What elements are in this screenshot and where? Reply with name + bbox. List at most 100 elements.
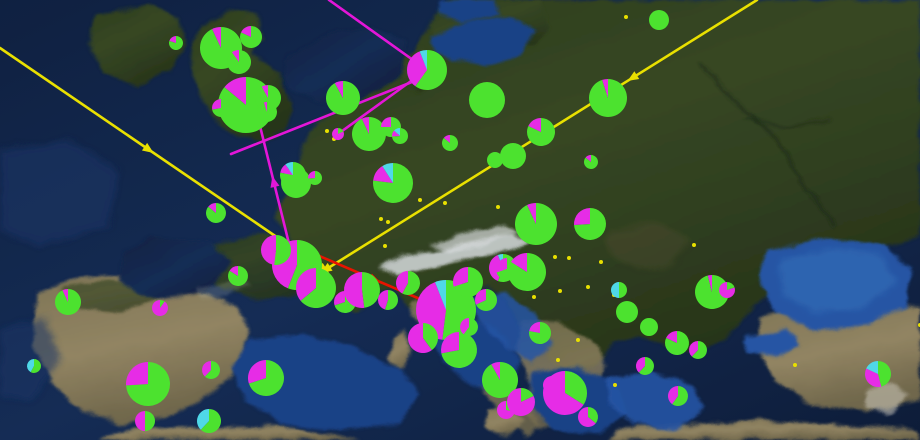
- pie-marker[interactable]: [640, 318, 658, 336]
- pie-marker[interactable]: [718, 282, 735, 298]
- pie-marker[interactable]: [135, 411, 155, 431]
- small-dot-marker[interactable]: [386, 220, 390, 224]
- pie-slice: [392, 128, 408, 144]
- pie-marker[interactable]: [865, 361, 892, 388]
- pie-marker[interactable]: [573, 208, 606, 240]
- pie-marker[interactable]: [248, 360, 285, 396]
- pie-slice: [441, 332, 477, 368]
- small-dot-marker[interactable]: [553, 255, 557, 259]
- pie-marker[interactable]: [469, 82, 505, 118]
- pie-marker[interactable]: [508, 253, 546, 291]
- pie-marker[interactable]: [378, 290, 399, 311]
- small-dot-marker[interactable]: [558, 289, 562, 293]
- small-dot-marker[interactable]: [325, 129, 329, 133]
- pie-marker[interactable]: [343, 272, 380, 308]
- pie-marker[interactable]: [206, 203, 227, 223]
- pie-slice: [688, 341, 698, 357]
- pie-marker[interactable]: [261, 235, 292, 266]
- pie-marker[interactable]: [55, 289, 82, 315]
- small-dot-marker[interactable]: [379, 217, 383, 221]
- pie-slice: [866, 361, 878, 374]
- pie-marker[interactable]: [280, 162, 306, 188]
- pie-marker[interactable]: [695, 275, 729, 309]
- pie-marker[interactable]: [482, 362, 518, 398]
- pie-marker[interactable]: [352, 117, 386, 151]
- pie-marker[interactable]: [453, 267, 484, 298]
- small-dot-marker[interactable]: [793, 363, 797, 367]
- small-dot-marker[interactable]: [532, 295, 536, 299]
- pie-marker[interactable]: [373, 163, 414, 203]
- small-dot-marker[interactable]: [496, 205, 500, 209]
- pie-slice: [384, 290, 399, 311]
- pie-marker[interactable]: [126, 362, 171, 406]
- pie-marker[interactable]: [197, 409, 222, 434]
- small-dot-marker[interactable]: [576, 338, 580, 342]
- small-dot-marker[interactable]: [383, 244, 387, 248]
- small-dot-marker[interactable]: [586, 285, 590, 289]
- pie-marker[interactable]: [584, 155, 598, 169]
- pie-slice: [169, 36, 176, 43]
- pie-marker[interactable]: [440, 332, 477, 368]
- pie-slice: [672, 386, 688, 406]
- pie-marker[interactable]: [332, 128, 344, 141]
- pie-marker[interactable]: [152, 300, 168, 316]
- pie-marker[interactable]: [169, 36, 184, 51]
- pie-marker[interactable]: [326, 81, 360, 115]
- pie-marker[interactable]: [211, 99, 230, 117]
- pie-marker[interactable]: [529, 322, 552, 345]
- pie-marker[interactable]: [616, 301, 638, 323]
- pie-marker[interactable]: [459, 318, 478, 336]
- pie-marker[interactable]: [408, 323, 438, 353]
- pie-marker[interactable]: [392, 128, 408, 144]
- pie-slice: [691, 340, 708, 359]
- pie-marker[interactable]: [688, 340, 708, 359]
- small-dot-marker[interactable]: [567, 256, 571, 260]
- pie-marker[interactable]: [527, 118, 555, 146]
- pie-marker[interactable]: [635, 357, 654, 375]
- pie-marker[interactable]: [227, 50, 252, 74]
- pie-marker[interactable]: [256, 102, 277, 123]
- pie-marker[interactable]: [26, 359, 41, 373]
- pie-marker[interactable]: [507, 388, 536, 417]
- pie-marker[interactable]: [442, 135, 459, 151]
- pie-slice: [261, 85, 268, 98]
- pie-marker[interactable]: [396, 271, 421, 296]
- pie-slice: [585, 155, 591, 162]
- pie-marker[interactable]: [201, 361, 220, 379]
- pie-marker[interactable]: [515, 203, 557, 246]
- pie-marker[interactable]: [543, 371, 587, 415]
- pie-marker[interactable]: [308, 171, 323, 186]
- small-dot-marker[interactable]: [556, 358, 560, 362]
- pie-marker[interactable]: [578, 407, 599, 428]
- small-dot-marker[interactable]: [443, 201, 447, 205]
- small-dot-marker[interactable]: [624, 15, 628, 19]
- pie-marker[interactable]: [500, 143, 526, 169]
- pie-marker[interactable]: [665, 331, 689, 355]
- arrowhead-icon: [141, 142, 154, 153]
- pie-slice: [408, 323, 432, 353]
- small-dot-marker[interactable]: [418, 198, 422, 202]
- pie-marker[interactable]: [240, 26, 262, 49]
- pie-marker[interactable]: [611, 282, 627, 298]
- pie-marker[interactable]: [667, 386, 688, 406]
- pie-slice: [640, 318, 658, 336]
- small-dot-marker[interactable]: [599, 260, 603, 264]
- pie-slice: [197, 409, 209, 430]
- pie-marker[interactable]: [487, 152, 503, 168]
- pie-marker[interactable]: [296, 268, 336, 308]
- pie-marker[interactable]: [589, 79, 627, 117]
- pie-markers-group[interactable]: [26, 10, 892, 434]
- flow-arrows-group[interactable]: [0, 0, 759, 323]
- small-dot-marker[interactable]: [613, 383, 617, 387]
- pie-slice: [208, 203, 216, 213]
- pie-marker[interactable]: [228, 266, 248, 286]
- pie-marker[interactable]: [475, 289, 498, 312]
- pie-marker[interactable]: [407, 50, 447, 90]
- pie-marker[interactable]: [649, 10, 669, 30]
- pie-slice: [611, 282, 619, 298]
- pie-slice: [126, 362, 148, 386]
- pie-slice: [649, 10, 669, 30]
- small-dot-marker[interactable]: [692, 243, 696, 247]
